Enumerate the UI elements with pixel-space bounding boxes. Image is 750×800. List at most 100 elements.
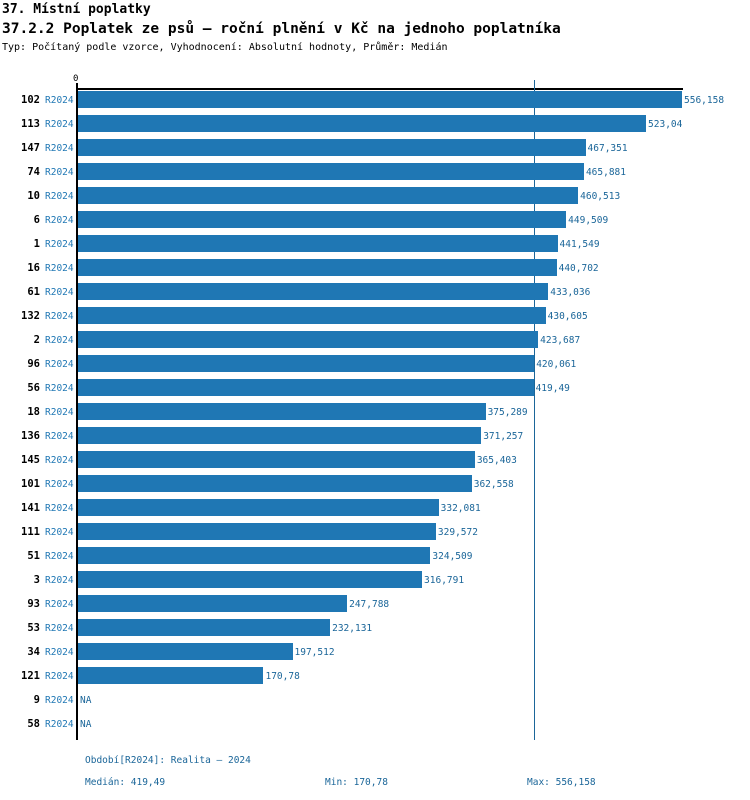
chart-title: 37.2.2 Poplatek ze psů – roční plnění v … <box>2 21 561 37</box>
bar[interactable] <box>78 331 539 348</box>
bar-row[interactable]: 34 R2024 197,512 <box>0 640 750 664</box>
bar-value-label: 423,687 <box>540 334 581 346</box>
bar-row[interactable]: 132 R2024 430,605 <box>0 304 750 328</box>
bar-value-label: 362,558 <box>473 478 514 490</box>
bar[interactable] <box>78 595 348 612</box>
bar-row-series-label: R2024 <box>45 503 74 514</box>
bar-row-series-label: R2024 <box>45 599 74 610</box>
bar-row[interactable]: 145 R2024 365,403 <box>0 448 750 472</box>
bar-row[interactable]: 51 R2024 324,509 <box>0 544 750 568</box>
bar-value-label: 465,881 <box>585 166 626 178</box>
bar-row-category-label: 61 <box>27 286 40 298</box>
bar-row[interactable]: 56 R2024 419,49 <box>0 376 750 400</box>
bar[interactable] <box>78 187 579 204</box>
bar-row[interactable]: 2 R2024 423,687 <box>0 328 750 352</box>
bar[interactable] <box>78 667 264 684</box>
bar-row-series-label: R2024 <box>45 335 74 346</box>
bar-row-category-label: 101 <box>21 478 40 490</box>
bar[interactable] <box>78 379 534 396</box>
bar-row-category-label: 16 <box>27 262 40 274</box>
bar[interactable] <box>78 547 431 564</box>
bar[interactable] <box>78 115 647 132</box>
bar-row-series-label: R2024 <box>45 623 74 634</box>
bar[interactable] <box>78 283 549 300</box>
bar-value-label: 371,257 <box>483 430 524 442</box>
bar-value-label: 232,131 <box>332 622 373 634</box>
bar-value-label: 449,509 <box>568 214 609 226</box>
bar[interactable] <box>78 427 482 444</box>
bar-row[interactable]: 1 R2024 441,549 <box>0 232 750 256</box>
bar[interactable] <box>78 523 436 540</box>
bar-row-series-label: R2024 <box>45 431 74 442</box>
bar-row[interactable]: 121 R2024 170,78 <box>0 664 750 688</box>
bar-row-series-label: R2024 <box>45 527 74 538</box>
bar-row-category-label: 145 <box>21 454 40 466</box>
bar-row-category-label: 147 <box>21 142 40 154</box>
bar-row[interactable]: 18 R2024 375,289 <box>0 400 750 424</box>
bar[interactable] <box>78 355 535 372</box>
bar[interactable] <box>78 139 586 156</box>
bar-row-category-label: 1 <box>33 238 40 250</box>
bar-row-category-label: 93 <box>27 598 40 610</box>
bar-row[interactable]: 3 R2024 316,791 <box>0 568 750 592</box>
bar-value-label-na: NA <box>80 694 92 706</box>
bar-row-series-label: R2024 <box>45 383 74 394</box>
bar-value-label: 170,78 <box>265 670 300 682</box>
bar[interactable] <box>78 571 423 588</box>
bar-row-category-label: 51 <box>27 550 40 562</box>
bar-value-label: 197,512 <box>294 646 335 658</box>
bar-value-label: 441,549 <box>559 238 600 250</box>
median-reference-line <box>533 80 535 740</box>
bar-row-series-label: R2024 <box>45 191 74 202</box>
bar-row[interactable]: 74 R2024 465,881 <box>0 160 750 184</box>
top-axis-line <box>78 88 683 90</box>
bar-row[interactable]: 61 R2024 433,036 <box>0 280 750 304</box>
bar-row[interactable]: 93 R2024 247,788 <box>0 592 750 616</box>
bar-row[interactable]: 136 R2024 371,257 <box>0 424 750 448</box>
bar-row[interactable]: 58 R2024 NA <box>0 712 750 736</box>
bar-value-label: 316,791 <box>424 574 465 586</box>
bar[interactable] <box>78 499 439 516</box>
bar[interactable] <box>78 475 472 492</box>
bar-row[interactable]: 147 R2024 467,351 <box>0 136 750 160</box>
bar[interactable] <box>78 643 293 660</box>
bar-row[interactable]: 111 R2024 329,572 <box>0 520 750 544</box>
bar-row[interactable]: 9 R2024 NA <box>0 688 750 712</box>
bar[interactable] <box>78 403 486 420</box>
bar[interactable] <box>78 259 557 276</box>
bar-row[interactable]: 16 R2024 440,702 <box>0 256 750 280</box>
bar-row[interactable]: 101 R2024 362,558 <box>0 472 750 496</box>
bar-row[interactable]: 10 R2024 460,513 <box>0 184 750 208</box>
bar-value-label: 523,04 <box>648 118 683 130</box>
bar-row-series-label: R2024 <box>45 143 74 154</box>
bar-row[interactable]: 113 R2024 523,04 <box>0 112 750 136</box>
bar-row-category-label: 74 <box>27 166 40 178</box>
bar[interactable] <box>78 211 567 228</box>
bar-row-series-label: R2024 <box>45 671 74 682</box>
bar-row-series-label: R2024 <box>45 359 74 370</box>
legend-max: Max: 556,158 <box>527 777 596 788</box>
bar-row-series-label: R2024 <box>45 311 74 322</box>
bar-row-series-label: R2024 <box>45 407 74 418</box>
bar[interactable] <box>78 235 558 252</box>
bar-row[interactable]: 53 R2024 232,131 <box>0 616 750 640</box>
bar[interactable] <box>78 451 475 468</box>
bar-row-series-label: R2024 <box>45 263 74 274</box>
legend-min: Min: 170,78 <box>325 777 388 788</box>
bar-value-label: 365,403 <box>476 454 517 466</box>
bar-row[interactable]: 96 R2024 420,061 <box>0 352 750 376</box>
bar[interactable] <box>78 91 682 108</box>
bar-row[interactable]: 102 R2024 556,158 <box>0 88 750 112</box>
bar[interactable] <box>78 307 546 324</box>
bar-row-category-label: 113 <box>21 118 40 130</box>
bar[interactable] <box>78 163 584 180</box>
bar-row-series-label: R2024 <box>45 239 74 250</box>
bar-row-series-label: R2024 <box>45 575 74 586</box>
bar-row[interactable]: 6 R2024 449,509 <box>0 208 750 232</box>
bar-row-category-label: 111 <box>21 526 40 538</box>
bar-row-series-label: R2024 <box>45 479 74 490</box>
bar-row[interactable]: 141 R2024 332,081 <box>0 496 750 520</box>
bar[interactable] <box>78 619 331 636</box>
chart-plot-area: 0 102 R2024 556,158 113 R2024 523,04 147 R2024 4… <box>0 74 750 743</box>
bar-row-category-label: 96 <box>27 358 40 370</box>
